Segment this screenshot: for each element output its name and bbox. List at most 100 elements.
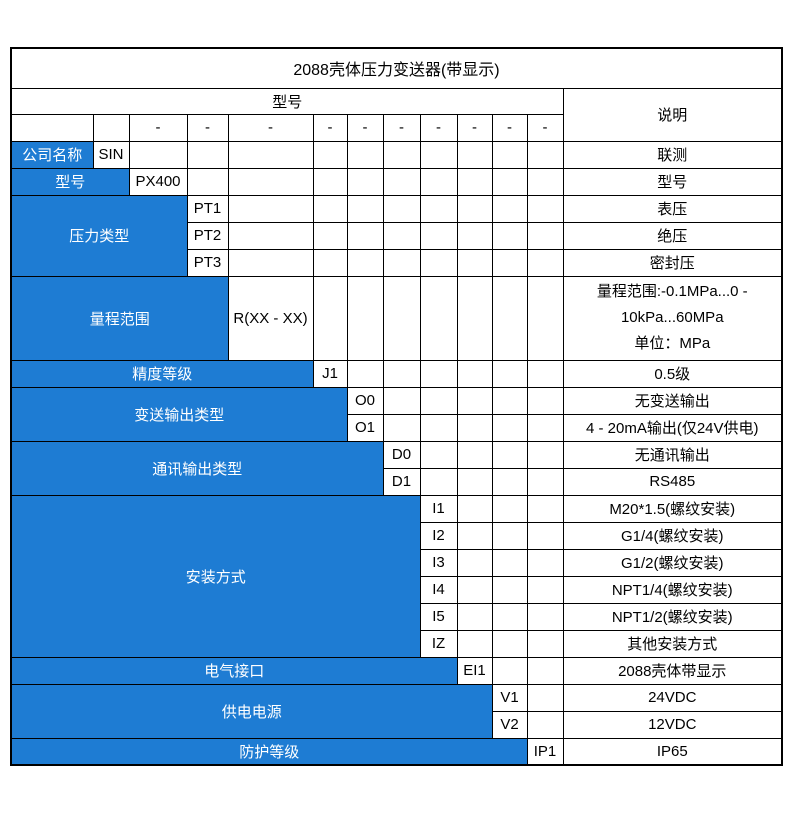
description-cell: NPT1/2(螺纹安装)	[562, 602, 783, 631]
dash-cell: -	[419, 113, 458, 142]
empty-cell	[456, 248, 493, 277]
code-cell: IZ	[419, 629, 458, 658]
empty-cell	[491, 602, 528, 631]
empty-cell	[382, 413, 421, 442]
section-label-cell: 压力类型	[10, 194, 188, 277]
empty-cell	[456, 440, 493, 469]
model-header-cell: 型号	[10, 87, 564, 115]
empty-cell	[526, 575, 564, 604]
description-cell: 无通讯输出	[562, 440, 783, 469]
code-cell: IP1	[526, 737, 564, 766]
description-cell: 0.5级	[562, 359, 783, 388]
empty-cell	[526, 629, 564, 658]
empty-cell	[419, 440, 458, 469]
table-row: I2 G1/4(螺纹安装)	[11, 521, 783, 550]
table-row: 2088壳体压力变送器(带显示)	[10, 47, 783, 89]
empty-cell	[456, 386, 493, 415]
table-row: 防护等级 IP1 IP65	[10, 737, 783, 766]
code-cell: PT3	[186, 248, 229, 277]
empty-cell	[227, 140, 314, 169]
section-label-cell: 通讯输出类型	[10, 440, 384, 496]
empty-cell	[456, 575, 493, 604]
empty-cell	[419, 221, 458, 250]
empty-cell	[526, 386, 564, 415]
empty-cell	[382, 386, 421, 415]
selection-table-container: 2088壳体压力变送器(带显示) 型号 说明 ---------- 公司名称 S…	[10, 47, 783, 766]
empty-cell	[312, 167, 348, 196]
table-row: 公司名称 SIN 联测	[10, 140, 783, 169]
description-cell: RS485	[562, 467, 783, 496]
code-cell: I4	[419, 575, 458, 604]
code-cell: R(XX - XX)	[227, 275, 314, 361]
description-cell: M20*1.5(螺纹安装)	[562, 494, 783, 523]
empty-cell	[491, 194, 528, 223]
empty-cell	[10, 113, 94, 142]
empty-cell	[491, 629, 528, 658]
description-cell: G1/2(螺纹安装)	[562, 548, 783, 577]
empty-cell	[526, 248, 564, 277]
description-cell: 其他安装方式	[562, 629, 783, 658]
empty-cell	[491, 167, 528, 196]
description-cell: G1/4(螺纹安装)	[562, 521, 783, 550]
table-row: IZ 其他安装方式	[11, 629, 783, 658]
dash-cell: -	[312, 113, 348, 142]
description-cell: NPT1/4(螺纹安装)	[562, 575, 783, 604]
table-row: 量程范围 R(XX - XX) 量程范围:-0.1MPa...0 - 10kPa…	[10, 275, 783, 361]
table-row: ----------	[10, 113, 782, 142]
empty-cell	[227, 221, 314, 250]
range-unit-line: 单位：MPa	[634, 335, 711, 352]
table-row: PT2 绝压	[11, 221, 783, 250]
code-cell: I2	[419, 521, 458, 550]
range-description-line: 量程范围:-0.1MPa...0 - 10kPa...60MPa	[596, 283, 748, 326]
section-label-cell: 型号	[10, 167, 130, 196]
empty-cell	[382, 194, 421, 223]
empty-cell	[456, 413, 493, 442]
empty-cell	[526, 194, 564, 223]
code-cell: PT1	[186, 194, 229, 223]
code-cell: PT2	[186, 221, 229, 250]
empty-cell	[382, 221, 421, 250]
empty-cell	[526, 167, 564, 196]
empty-cell	[526, 602, 564, 631]
empty-cell	[382, 275, 421, 361]
empty-cell	[456, 275, 493, 361]
code-cell: I3	[419, 548, 458, 577]
empty-cell	[312, 194, 348, 223]
empty-cell	[419, 194, 458, 223]
page-title: 2088壳体压力变送器(带显示)	[10, 47, 783, 89]
section-label-cell: 防护等级	[10, 737, 528, 766]
description-cell: IP65	[562, 737, 783, 766]
empty-cell	[491, 221, 528, 250]
code-cell: I1	[419, 494, 458, 523]
dash-cell: -	[346, 113, 384, 142]
empty-cell	[491, 359, 528, 388]
empty-cell	[128, 140, 188, 169]
empty-cell	[382, 359, 421, 388]
model-selection-table: 2088壳体压力变送器(带显示) 型号 说明 ---------- 公司名称 S…	[10, 47, 783, 766]
code-cell: D0	[382, 440, 421, 469]
description-cell: 24VDC	[562, 683, 783, 712]
section-label-cell: 精度等级	[10, 359, 314, 388]
empty-cell	[526, 359, 564, 388]
description-cell: 绝压	[562, 221, 783, 250]
table-row: 型号 PX400 型号	[10, 167, 783, 196]
empty-cell	[382, 248, 421, 277]
empty-cell	[346, 275, 384, 361]
empty-cell	[526, 221, 564, 250]
empty-cell	[312, 221, 348, 250]
empty-cell	[227, 248, 314, 277]
code-cell: SIN	[92, 140, 130, 169]
code-cell: O0	[346, 386, 384, 415]
empty-cell	[312, 248, 348, 277]
empty-cell	[186, 140, 229, 169]
empty-cell	[346, 194, 384, 223]
code-cell: O1	[346, 413, 384, 442]
empty-cell	[382, 167, 421, 196]
table-row: O1 4 - 20mA输出(仅24V供电)	[11, 413, 783, 442]
empty-cell	[491, 248, 528, 277]
empty-cell	[456, 221, 493, 250]
table-row: 通讯输出类型 D0 无通讯输出	[10, 440, 783, 496]
dash-cell: -	[491, 113, 528, 142]
description-cell: 2088壳体带显示	[562, 656, 783, 685]
empty-cell	[419, 140, 458, 169]
